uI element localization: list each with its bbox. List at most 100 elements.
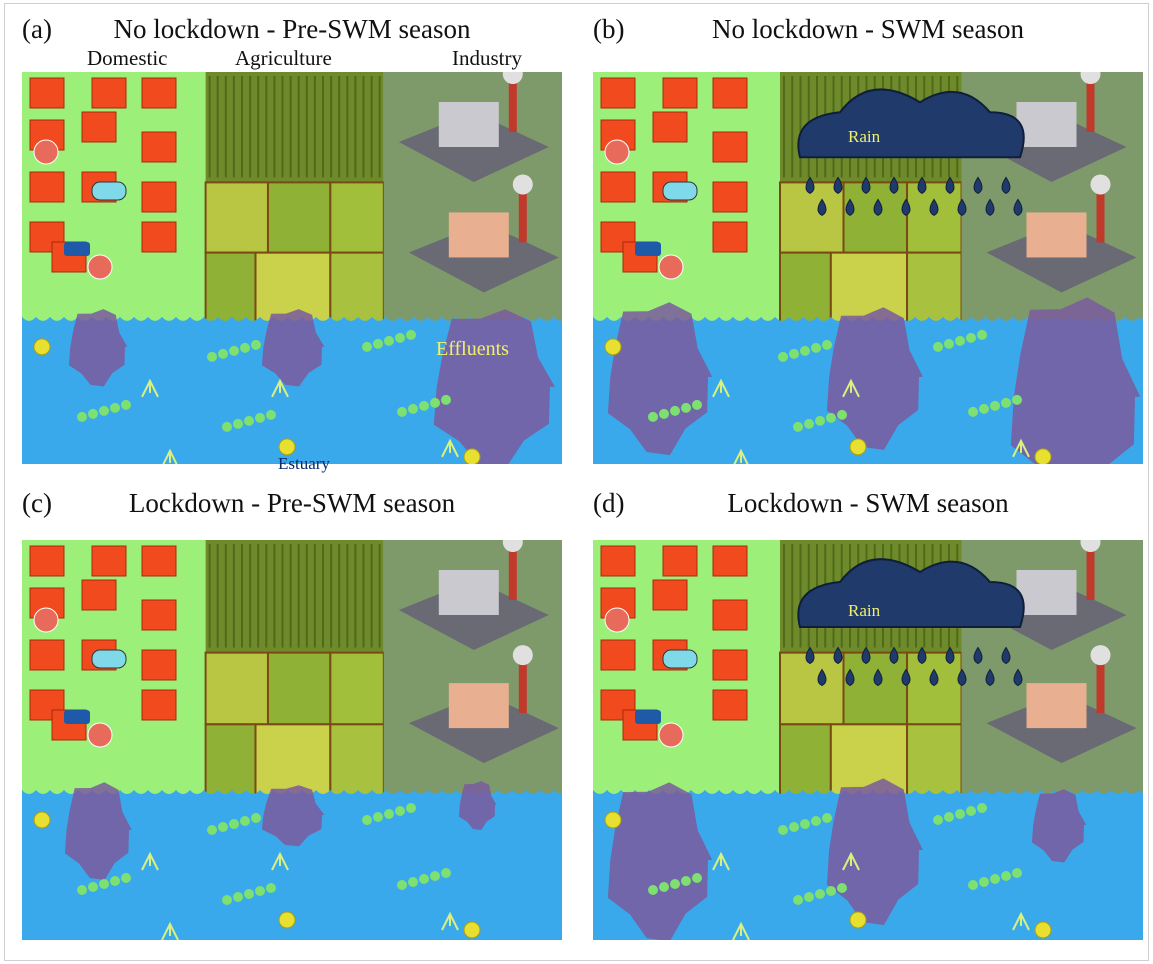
panel-c-scene (22, 540, 562, 940)
car-icon (635, 710, 661, 724)
copepod-icon (441, 438, 459, 458)
copepod-icon (733, 448, 749, 464)
house-icon (712, 599, 748, 631)
figure-frame (4, 3, 1149, 961)
copepod-icon (271, 851, 289, 871)
panel-d-title: Lockdown - SWM season (727, 488, 1009, 518)
raindrop-icon (861, 646, 871, 665)
raindrop-icon (1001, 176, 1011, 194)
plankton-chain-icon (222, 409, 276, 432)
plankton-chain-icon (648, 399, 702, 422)
panel-a-letter: (a) (22, 14, 52, 44)
copepod-icon (271, 378, 289, 398)
umbrella-icon (604, 607, 630, 633)
panel-d-header: (d) Lockdown - SWM season (593, 482, 1143, 532)
copepod-icon (712, 378, 730, 398)
house-icon (600, 639, 636, 671)
house-icon (81, 579, 117, 611)
raindrop-icon (833, 176, 843, 194)
raindrop-icon (917, 176, 927, 194)
chimney-icon (1096, 663, 1105, 714)
house-icon (29, 545, 65, 577)
copepod-icon (842, 378, 860, 398)
effluent-plume (607, 302, 713, 456)
house-icon (29, 689, 65, 721)
house-icon (712, 649, 748, 681)
plankton-chain-icon (793, 883, 847, 905)
raindrop-icon (805, 176, 815, 194)
factory-icon (986, 645, 1137, 764)
plankton-chain-icon (77, 873, 131, 895)
copepod-icon (141, 378, 159, 398)
house-icon (141, 131, 177, 163)
raindrop-icon (873, 668, 883, 687)
crop-field (906, 723, 963, 798)
panel-d-letter: (d) (593, 488, 625, 518)
panel-a-title: No lockdown - Pre-SWM season (113, 14, 471, 44)
effluent-plume (1010, 297, 1141, 464)
raindrop-icon (889, 176, 899, 194)
chimney-icon (1086, 82, 1095, 132)
copepod-icon (441, 911, 459, 931)
house-icon (712, 131, 748, 163)
crop-field (779, 651, 845, 726)
raindrop-icon (1001, 646, 1011, 665)
plankton-chain-icon (648, 873, 702, 895)
crop-field (329, 723, 385, 798)
house-icon (712, 181, 748, 213)
effluent-plume (458, 781, 497, 830)
factory-icon (408, 174, 559, 293)
crop-field (829, 251, 909, 324)
raindrop-icon (805, 646, 815, 665)
rain-label-d: Rain (848, 601, 881, 620)
estuary-water (22, 790, 562, 940)
house-icon (91, 77, 127, 109)
effluent-plume (826, 307, 923, 450)
plankton-chain-icon (778, 813, 832, 835)
pool-icon (662, 181, 698, 201)
umbrella-icon (33, 607, 59, 633)
chimney-icon (1096, 192, 1105, 243)
umbrella-icon (658, 254, 684, 280)
effluent-plume (261, 785, 325, 847)
chimney-icon (518, 663, 527, 714)
crop-field (204, 181, 269, 254)
panel-b-header: (b) No lockdown - SWM season (593, 8, 1143, 58)
sector-label-industry: Industry (452, 46, 522, 70)
copepod-icon (141, 851, 159, 871)
effluent-plume (433, 309, 555, 464)
plankton-cell-icon (1034, 921, 1052, 939)
chimney-icon (518, 192, 527, 243)
plankton-chain-icon (793, 409, 847, 432)
raindrop-icon (1013, 198, 1023, 216)
cloud-icon (797, 558, 1025, 629)
umbrella-icon (33, 139, 59, 165)
crop-field (779, 723, 832, 798)
plankton-chain-icon (397, 394, 451, 417)
effluent-plume (261, 309, 325, 387)
plankton-chain-icon (207, 339, 261, 362)
copepod-icon (712, 851, 730, 871)
copepod-icon (1012, 438, 1030, 458)
raindrop-icon (957, 668, 967, 687)
house-icon (600, 171, 636, 203)
house-icon (141, 599, 177, 631)
plankton-chain-icon (968, 868, 1022, 890)
car-icon (64, 242, 90, 256)
crop-field (906, 181, 963, 254)
factory-icon (408, 645, 559, 764)
plankton-cell-icon (278, 911, 296, 929)
panel-c-letter: (c) (22, 488, 52, 518)
house-icon (600, 77, 636, 109)
plankton-cell-icon (33, 338, 51, 356)
car-icon (64, 710, 90, 724)
house-icon (712, 77, 748, 109)
plankton-chain-icon (778, 339, 832, 362)
house-icon (141, 181, 177, 213)
house-icon (141, 545, 177, 577)
panel-c-title: Lockdown - Pre-SWM season (128, 488, 456, 518)
panel-d: (d) Lockdown - SWM season Rain (593, 482, 1143, 952)
chimney-icon (508, 550, 517, 600)
rain-label-b: Rain (848, 127, 881, 146)
panel-a-scene (22, 72, 562, 464)
